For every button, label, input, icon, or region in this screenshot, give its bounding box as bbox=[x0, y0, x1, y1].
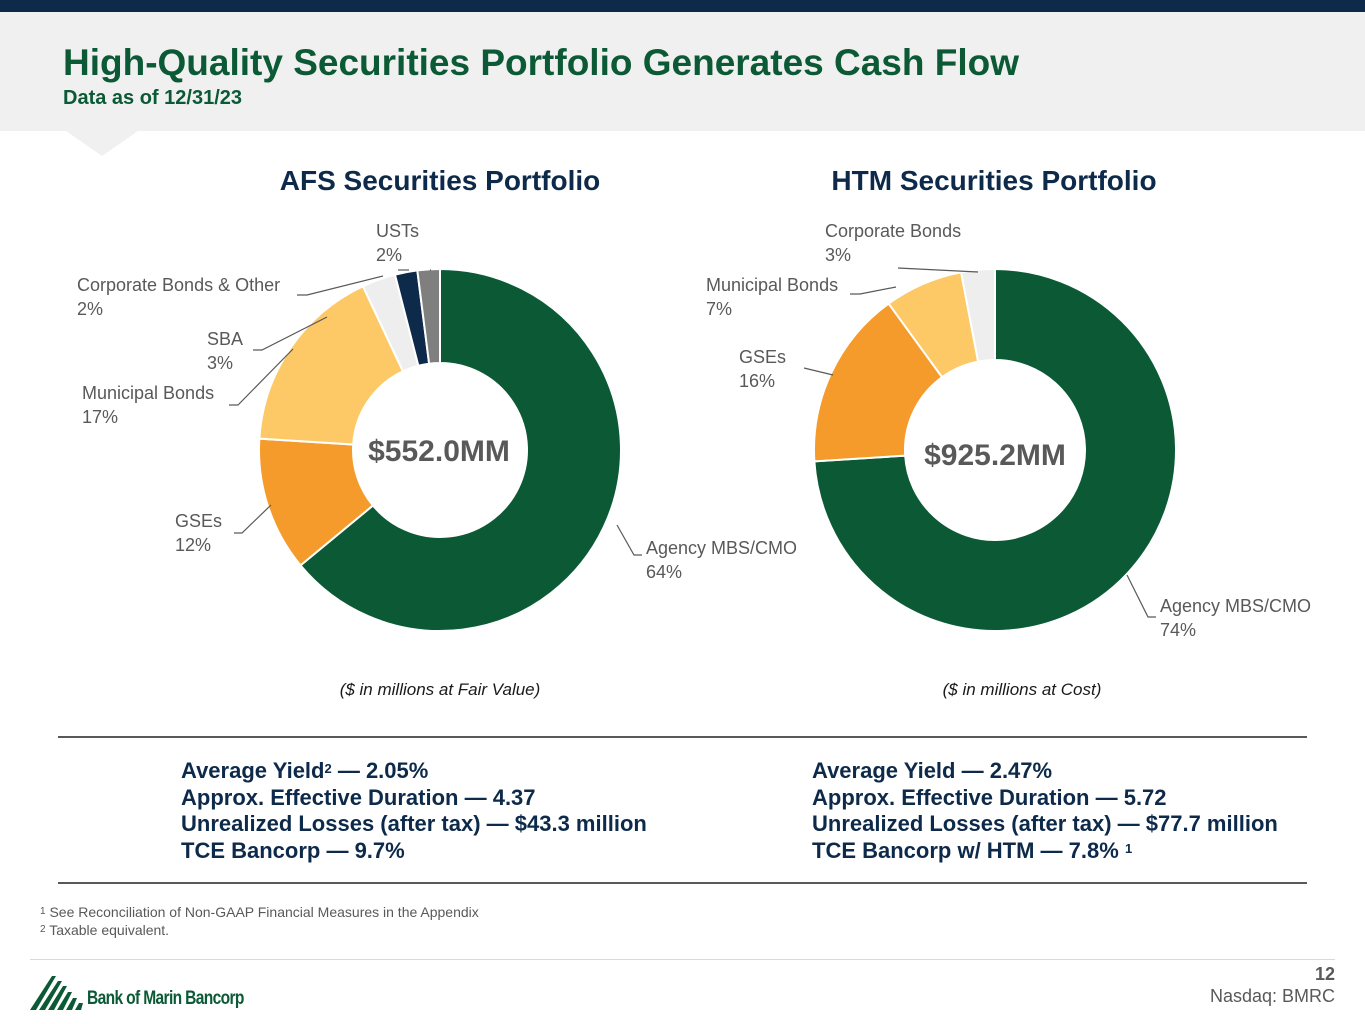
page-number: 12 bbox=[1314, 964, 1335, 984]
footnote-2: 2 Taxable equivalent. bbox=[40, 922, 170, 938]
afs-center-total: $552.0MM bbox=[368, 435, 510, 468]
htm-leader-lines bbox=[803, 267, 1156, 618]
htm-donut-chart bbox=[813, 267, 1177, 632]
htm-chart-title: HTM Securities Portfolio bbox=[831, 165, 1157, 196]
htm-label-municipal-name: Municipal Bonds bbox=[706, 275, 838, 295]
htm-tce-footnote-mark: 1 bbox=[1124, 840, 1133, 856]
afs-average-yield: Average Yield2 — 2.05% bbox=[181, 758, 429, 783]
htm-slice-agency-mbs-cmo bbox=[813, 267, 1177, 632]
htm-label-municipal-pct: 7% bbox=[706, 299, 732, 319]
afs-label-municipal-pct: 17% bbox=[82, 407, 118, 427]
afs-leader-lines bbox=[229, 269, 642, 556]
afs-slice-usts bbox=[416, 267, 441, 365]
htm-label-gses-name: GSEs bbox=[739, 347, 786, 367]
bank-logo-text: Bank of Marin Bancorp bbox=[87, 988, 244, 1009]
htm-slice-gses bbox=[813, 302, 944, 463]
afs-donut-chart bbox=[258, 267, 622, 632]
htm-slice-corporate-bonds bbox=[959, 267, 996, 363]
footnotes: 1 See Reconciliation of Non-GAAP Financi… bbox=[40, 903, 479, 939]
afs-chart-title: AFS Securities Portfolio bbox=[279, 165, 601, 196]
afs-duration: Approx. Effective Duration — 4.37 bbox=[181, 784, 536, 810]
htm-label-corporate-name: Corporate Bonds bbox=[825, 221, 961, 241]
htm-label-agency-mbs-pct: 74% bbox=[1160, 620, 1196, 640]
afs-yield-footnote-mark: 2 bbox=[324, 761, 332, 776]
htm-label-agency-mbs-name: Agency MBS/CMO bbox=[1160, 596, 1311, 616]
afs-label-municipal-name: Municipal Bonds bbox=[82, 383, 214, 403]
afs-unrealized-losses: Unrealized Losses (after tax) — $43.3 mi… bbox=[181, 811, 647, 836]
stock-ticker: Nasdaq: BMRC bbox=[1209, 986, 1335, 1006]
bank-logo-mark bbox=[30, 976, 83, 1010]
afs-label-gses-pct: 12% bbox=[175, 535, 211, 555]
afs-label-usts-pct: 2% bbox=[376, 245, 402, 265]
afs-label-sba-name: SBA bbox=[207, 329, 243, 349]
stats-bottom-divider bbox=[58, 882, 1307, 884]
page-subtitle: Data as of 12/31/23 bbox=[63, 87, 242, 109]
htm-label-corporate-pct: 3% bbox=[825, 245, 851, 265]
footer-divider bbox=[30, 959, 1335, 960]
donut-charts: Agency MBS/CMO 64% GSEs 12% Municipal Bo… bbox=[77, 221, 1311, 640]
top-accent-bar bbox=[0, 0, 1365, 12]
htm-label-gses-pct: 16% bbox=[739, 371, 775, 391]
afs-label-usts-name: USTs bbox=[376, 221, 419, 241]
header-band bbox=[0, 12, 1365, 156]
afs-stats: Average Yield2 — 2.05% Approx. Effective… bbox=[181, 758, 647, 864]
afs-slice-agency-mbs-cmo bbox=[299, 267, 622, 632]
stats-top-divider bbox=[58, 736, 1307, 738]
htm-average-yield: Average Yield — 2.47% bbox=[812, 758, 1053, 783]
footnote-1: 1 See Reconciliation of Non-GAAP Financi… bbox=[40, 904, 479, 920]
page-title: High-Quality Securities Portfolio Genera… bbox=[63, 42, 1020, 83]
htm-tce: TCE Bancorp w/ HTM — 7.8% 1 bbox=[812, 837, 1133, 863]
htm-unrealized-losses: Unrealized Losses (after tax) — $77.7 mi… bbox=[812, 811, 1278, 836]
afs-valuation-note: ($ in millions at Fair Value) bbox=[339, 680, 541, 699]
htm-stats: Average Yield — 2.47% Approx. Effective … bbox=[812, 758, 1278, 864]
afs-label-agency-mbs-pct: 64% bbox=[646, 562, 682, 582]
afs-tce: TCE Bancorp — 9.7% bbox=[181, 837, 405, 863]
htm-valuation-note: ($ in millions at Cost) bbox=[942, 680, 1102, 699]
afs-slice-municipal-bonds bbox=[258, 284, 405, 446]
afs-label-corporate-name: Corporate Bonds & Other bbox=[77, 275, 280, 295]
htm-center-total: $925.2MM bbox=[924, 439, 1066, 472]
afs-label-gses-name: GSEs bbox=[175, 511, 222, 531]
htm-duration: Approx. Effective Duration — 5.72 bbox=[812, 784, 1167, 810]
afs-label-corporate-pct: 2% bbox=[77, 299, 103, 319]
afs-label-agency-mbs-name: Agency MBS/CMO bbox=[646, 538, 797, 558]
afs-label-sba-pct: 3% bbox=[207, 353, 233, 373]
